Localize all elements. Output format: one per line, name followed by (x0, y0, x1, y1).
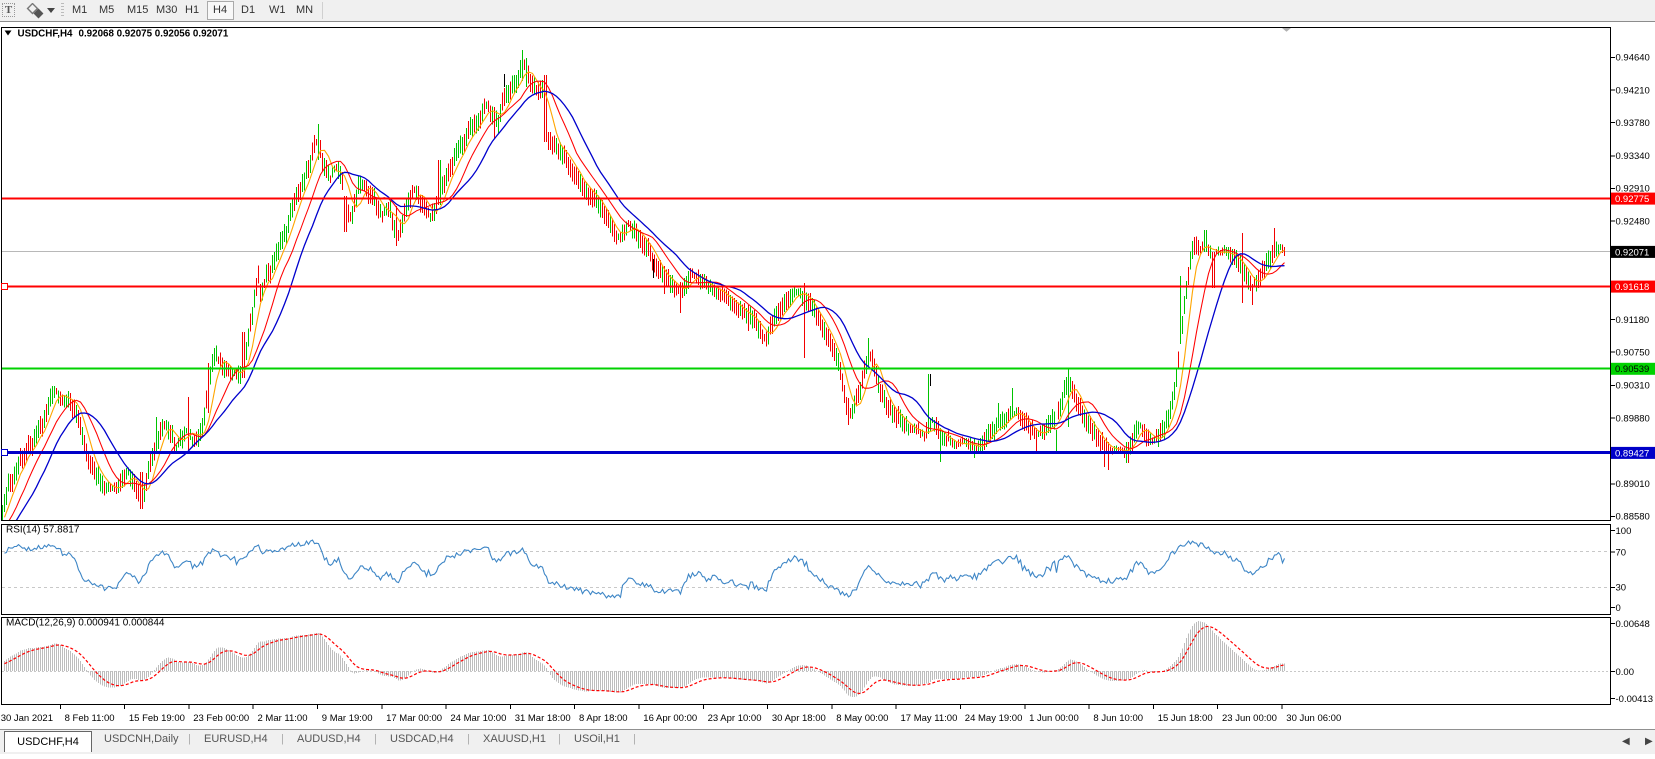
svg-text:0.93340: 0.93340 (1616, 151, 1650, 162)
svg-text:RSI(14) 57.8817: RSI(14) 57.8817 (6, 525, 80, 536)
svg-text:USDCHF,H4: USDCHF,H4 (18, 29, 74, 40)
svg-text:23 Feb 00:00: 23 Feb 00:00 (193, 713, 249, 724)
svg-text:0.91618: 0.91618 (1615, 282, 1649, 293)
svg-text:0.90310: 0.90310 (1616, 381, 1650, 392)
svg-text:0.90750: 0.90750 (1616, 347, 1650, 358)
svg-text:0.90539: 0.90539 (1615, 364, 1649, 375)
svg-text:30: 30 (1616, 583, 1627, 594)
svg-text:17 Mar 00:00: 17 Mar 00:00 (386, 713, 442, 724)
svg-text:0.88580: 0.88580 (1616, 512, 1650, 523)
svg-text:100: 100 (1616, 526, 1632, 537)
svg-text:8 Jun 10:00: 8 Jun 10:00 (1093, 713, 1143, 724)
svg-text:MACD(12,26,9) 0.000941 0.00084: MACD(12,26,9) 0.000941 0.000844 (6, 618, 165, 629)
svg-text:16 Apr 00:00: 16 Apr 00:00 (643, 713, 697, 724)
svg-text:24 May 19:00: 24 May 19:00 (965, 713, 1023, 724)
svg-text:23 Apr 10:00: 23 Apr 10:00 (708, 713, 762, 724)
svg-text:9 Mar 19:00: 9 Mar 19:00 (322, 713, 373, 724)
svg-text:30 Jun 06:00: 30 Jun 06:00 (1286, 713, 1341, 724)
svg-text:15 Jun 18:00: 15 Jun 18:00 (1158, 713, 1213, 724)
svg-text:0.91180: 0.91180 (1616, 315, 1650, 326)
svg-text:1 Jun 00:00: 1 Jun 00:00 (1029, 713, 1079, 724)
svg-text:15 Feb 19:00: 15 Feb 19:00 (129, 713, 185, 724)
svg-text:30 Jan 2021: 30 Jan 2021 (1, 713, 53, 724)
svg-text:8 Apr 18:00: 8 Apr 18:00 (579, 713, 628, 724)
svg-text:31 Mar 18:00: 31 Mar 18:00 (515, 713, 571, 724)
svg-text:23 Jun 00:00: 23 Jun 00:00 (1222, 713, 1277, 724)
svg-text:0.89427: 0.89427 (1615, 448, 1649, 459)
svg-text:0.92071: 0.92071 (1615, 247, 1649, 258)
svg-text:0.94210: 0.94210 (1616, 85, 1650, 96)
svg-text:0.89010: 0.89010 (1616, 479, 1650, 490)
svg-text:0.89880: 0.89880 (1616, 413, 1650, 424)
svg-text:0.94640: 0.94640 (1616, 53, 1650, 64)
svg-text:0.92480: 0.92480 (1616, 216, 1650, 227)
svg-text:0.00: 0.00 (1616, 667, 1635, 678)
svg-text:24 Mar 10:00: 24 Mar 10:00 (450, 713, 506, 724)
svg-text:0.93780: 0.93780 (1616, 118, 1650, 129)
svg-text:0.92775: 0.92775 (1615, 194, 1649, 205)
svg-text:0.92910: 0.92910 (1616, 184, 1650, 195)
svg-text:8 May 00:00: 8 May 00:00 (836, 713, 888, 724)
svg-text:-0.00413: -0.00413 (1616, 694, 1654, 705)
svg-text:2 Mar 11:00: 2 Mar 11:00 (258, 713, 308, 724)
svg-text:30 Apr 18:00: 30 Apr 18:00 (772, 713, 826, 724)
svg-text:8 Feb 11:00: 8 Feb 11:00 (65, 713, 115, 724)
svg-text:70: 70 (1616, 547, 1627, 558)
svg-text:0.00648: 0.00648 (1616, 619, 1650, 630)
svg-text:0.92068 0.92075 0.92056 0.9207: 0.92068 0.92075 0.92056 0.92071 (79, 29, 229, 40)
svg-text:17 May 11:00: 17 May 11:00 (901, 713, 958, 724)
svg-text:0: 0 (1616, 603, 1621, 614)
